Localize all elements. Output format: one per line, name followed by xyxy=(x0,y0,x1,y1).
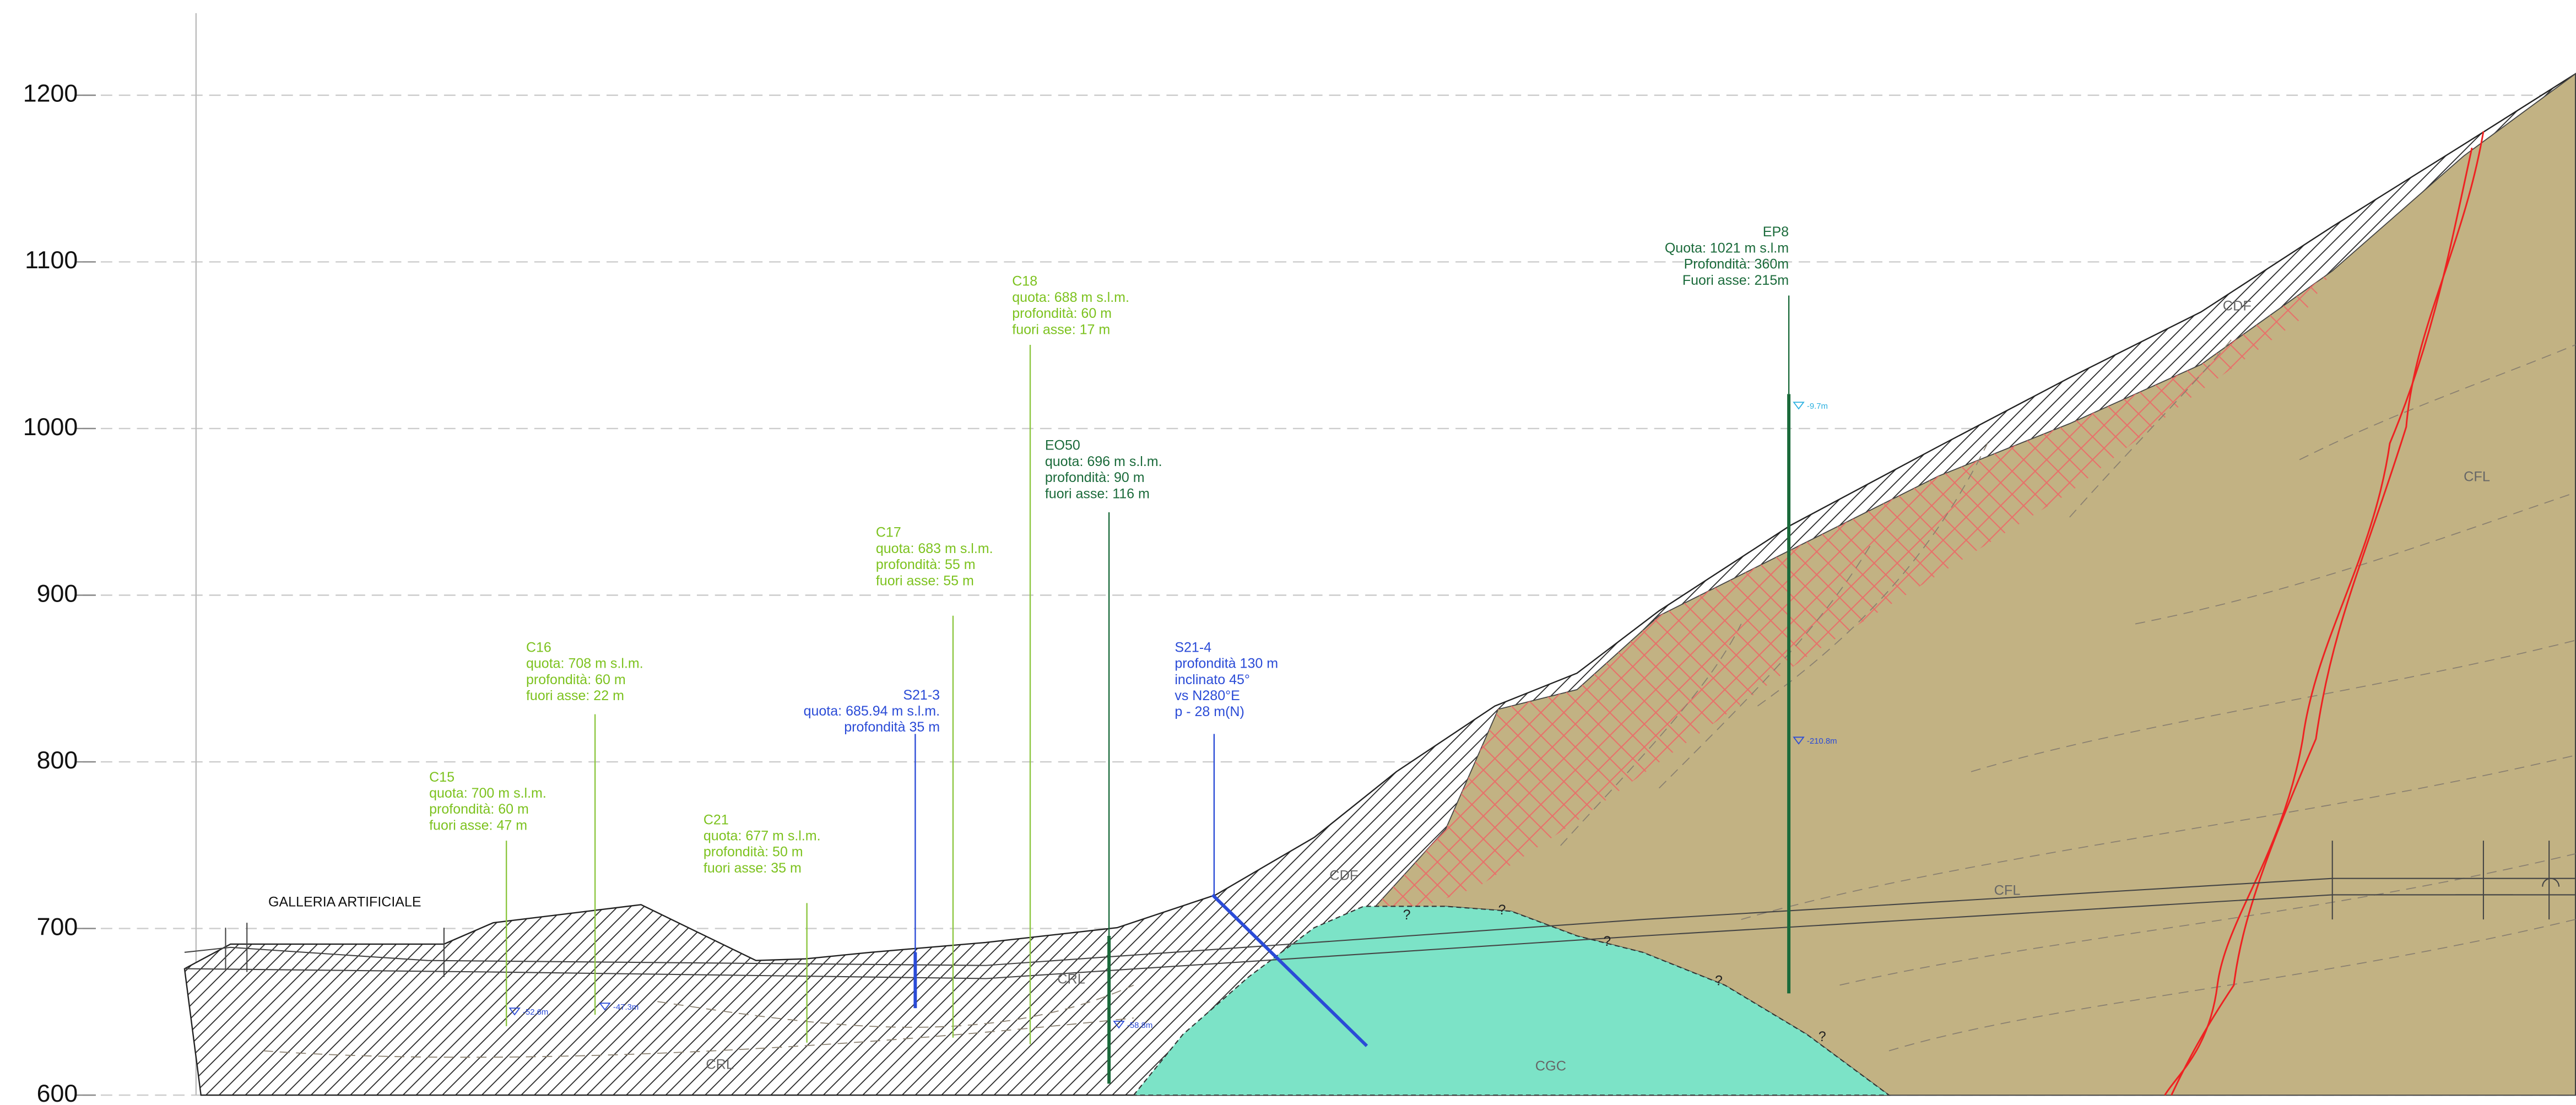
uncertain-mark: ? xyxy=(1819,1029,1826,1044)
borehole-label: quota: 700 m s.l.m. xyxy=(429,786,546,801)
water-level-label: -58.8m xyxy=(1127,1021,1152,1030)
uncertain-mark: ? xyxy=(1498,902,1506,918)
borehole-label: quota: 685.94 m s.l.m. xyxy=(804,703,940,719)
uncertain-mark: ? xyxy=(1603,934,1611,949)
unit-label: CRL xyxy=(706,1057,734,1072)
unit-label: CFL xyxy=(1994,882,2021,898)
water-level-symbol xyxy=(1794,402,1804,409)
borehole-label: fuori asse: 47 m xyxy=(429,817,527,833)
borehole-label: fuori asse: 35 m xyxy=(703,860,802,876)
uncertain-mark: ? xyxy=(1403,907,1411,923)
y-tick-label: 1200 xyxy=(23,80,78,107)
y-tick-label: 1100 xyxy=(25,247,78,274)
unit-label: CRL xyxy=(1057,971,1085,987)
borehole-label: quota: 696 m s.l.m. xyxy=(1045,454,1162,469)
water-level-label: -9.7m xyxy=(1807,402,1828,411)
borehole-label: profondità: 50 m xyxy=(703,844,803,860)
borehole-label: profondità: 60 m xyxy=(1012,306,1112,321)
borehole-label: C15 xyxy=(429,770,454,785)
unit-label: CFL xyxy=(2464,469,2490,484)
unit-label: CDF xyxy=(2223,298,2252,313)
borehole-label: profondità: 60 m xyxy=(526,672,626,687)
cross-section: 600 700 800 900 1000 1100 1200 xyxy=(0,0,2576,1105)
borehole-label: quota: 708 m s.l.m. xyxy=(526,656,643,671)
borehole-label: vs N280°E xyxy=(1175,688,1240,703)
borehole-label: quota: 683 m s.l.m. xyxy=(876,541,993,556)
borehole-label: fuori asse: 22 m xyxy=(526,688,624,703)
water-level-label: -47.3m xyxy=(613,1003,638,1012)
borehole-label: S21-3 xyxy=(903,687,940,703)
y-tick-label: 1000 xyxy=(23,414,78,441)
borehole-label: quota: 688 m s.l.m. xyxy=(1012,290,1129,305)
y-tick-label: 700 xyxy=(37,913,78,940)
borehole-label: fuori asse: 55 m xyxy=(876,573,974,588)
borehole-label: fuori asse: 116 m xyxy=(1045,486,1150,501)
borehole-label: p - 28 m(N) xyxy=(1175,704,1244,719)
borehole-label: C17 xyxy=(876,525,901,540)
structure-label: GALLERIA ARTIFICIALE xyxy=(268,894,421,909)
borehole-label: profondità: 90 m xyxy=(1045,470,1145,485)
borehole-label: EP8 xyxy=(1763,224,1789,240)
borehole-label: C18 xyxy=(1012,274,1037,289)
borehole-label: fuori asse: 17 m xyxy=(1012,322,1110,337)
y-tick-label: 900 xyxy=(37,580,78,607)
y-tick-label: 800 xyxy=(37,747,78,774)
unit-label: CDF xyxy=(1329,868,1358,884)
y-tick-label: 600 xyxy=(37,1080,78,1105)
borehole-label: C21 xyxy=(703,812,729,827)
borehole-label: profondità 35 m xyxy=(844,719,940,735)
borehole-label: quota: 677 m s.l.m. xyxy=(703,828,821,844)
water-level-label: -52.6m xyxy=(523,1008,548,1017)
water-level-label: -210.8m xyxy=(1807,737,1837,746)
borehole-label: Fuori asse: 215m xyxy=(1682,273,1789,288)
unit-label: CGC xyxy=(1535,1058,1566,1074)
borehole-label: profondità: 60 m xyxy=(429,801,529,817)
borehole-label: Profondità: 360m xyxy=(1684,257,1789,272)
borehole-label: profondità 130 m xyxy=(1175,656,1278,671)
borehole-label: Quota: 1021 m s.l.m xyxy=(1665,240,1789,256)
uncertain-mark: ? xyxy=(1715,973,1723,988)
borehole-label: S21-4 xyxy=(1175,640,1211,655)
borehole-label: profondità: 55 m xyxy=(876,557,976,572)
borehole-label: C16 xyxy=(526,640,551,655)
borehole-label: EO50 xyxy=(1045,438,1080,453)
borehole-label: inclinato 45° xyxy=(1175,672,1250,687)
